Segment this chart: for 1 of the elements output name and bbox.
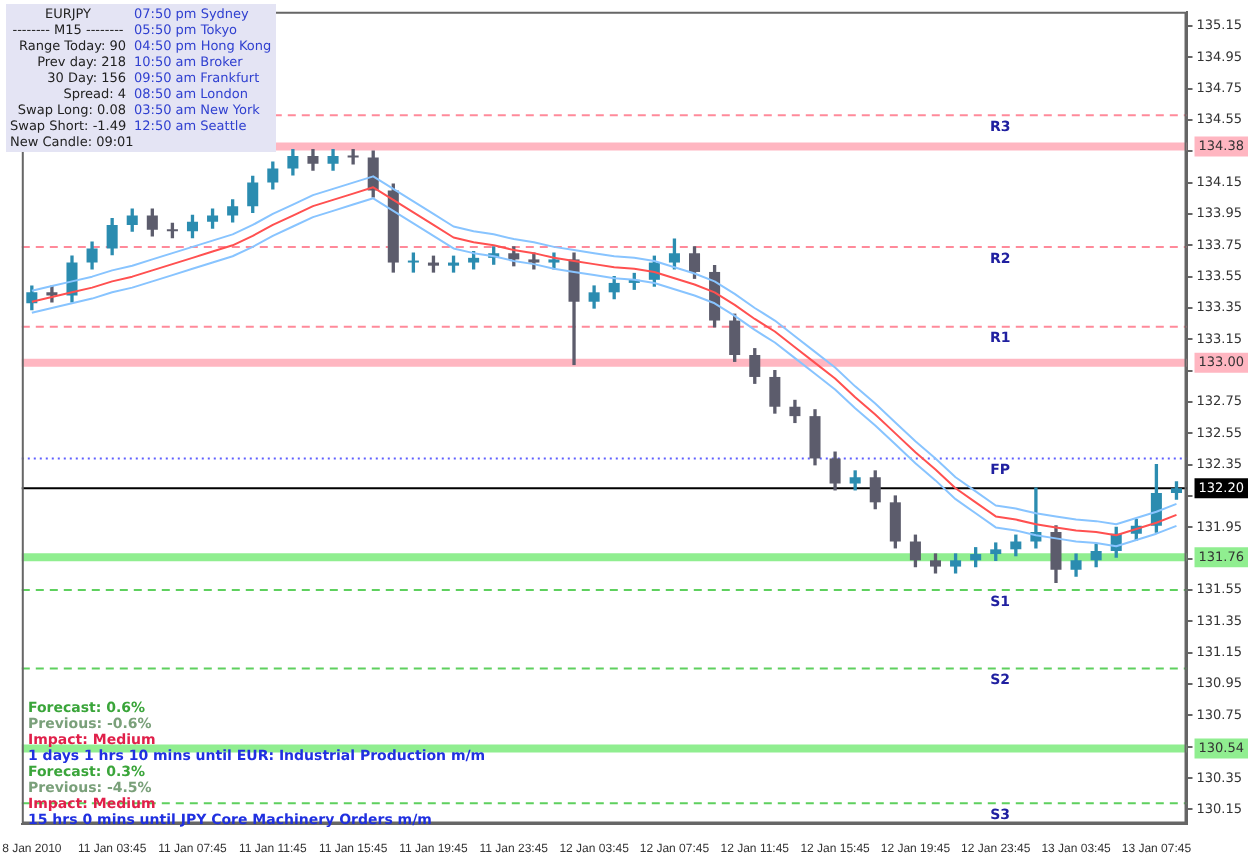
candlestick	[347, 149, 359, 165]
